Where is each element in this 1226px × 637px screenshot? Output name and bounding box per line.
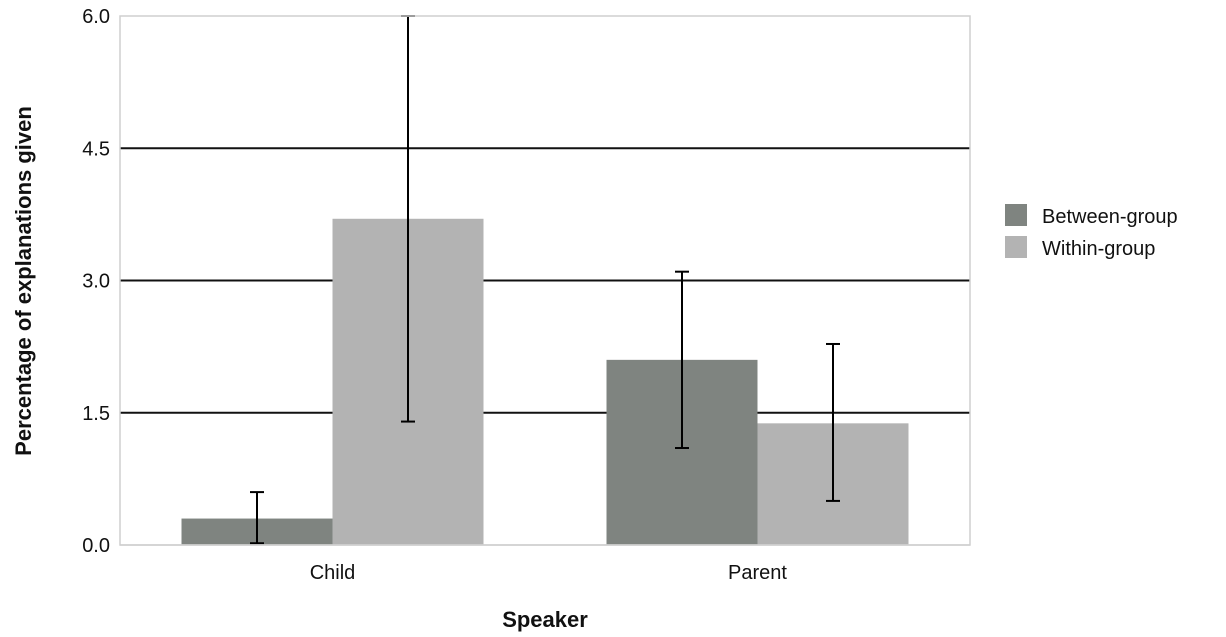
y-tick-label: 3.0 (82, 271, 110, 293)
tick-labels: 0.0 1.5 3.0 4.5 6.0 Child Parent (82, 6, 787, 584)
plot-frame (119, 15, 971, 546)
bars (181, 218, 909, 546)
x-tick-label: Parent (728, 562, 787, 584)
y-tick-label: 0.0 (82, 535, 110, 557)
x-axis-title: Speaker (502, 607, 588, 632)
y-tick-label: 6.0 (82, 6, 110, 28)
y-axis-title: Percentage of explanations given (11, 106, 36, 456)
legend-swatch (1005, 204, 1027, 226)
legend: Between-group Within-group (1005, 204, 1178, 260)
legend-label: Within-group (1042, 238, 1155, 260)
y-tick-label: 4.5 (82, 138, 110, 160)
legend-swatch (1005, 236, 1027, 258)
y-tick-label: 1.5 (82, 403, 110, 425)
error-bars (250, 15, 840, 545)
gridlines (120, 147, 970, 414)
legend-label: Between-group (1042, 206, 1178, 228)
x-tick-label: Child (310, 562, 356, 584)
